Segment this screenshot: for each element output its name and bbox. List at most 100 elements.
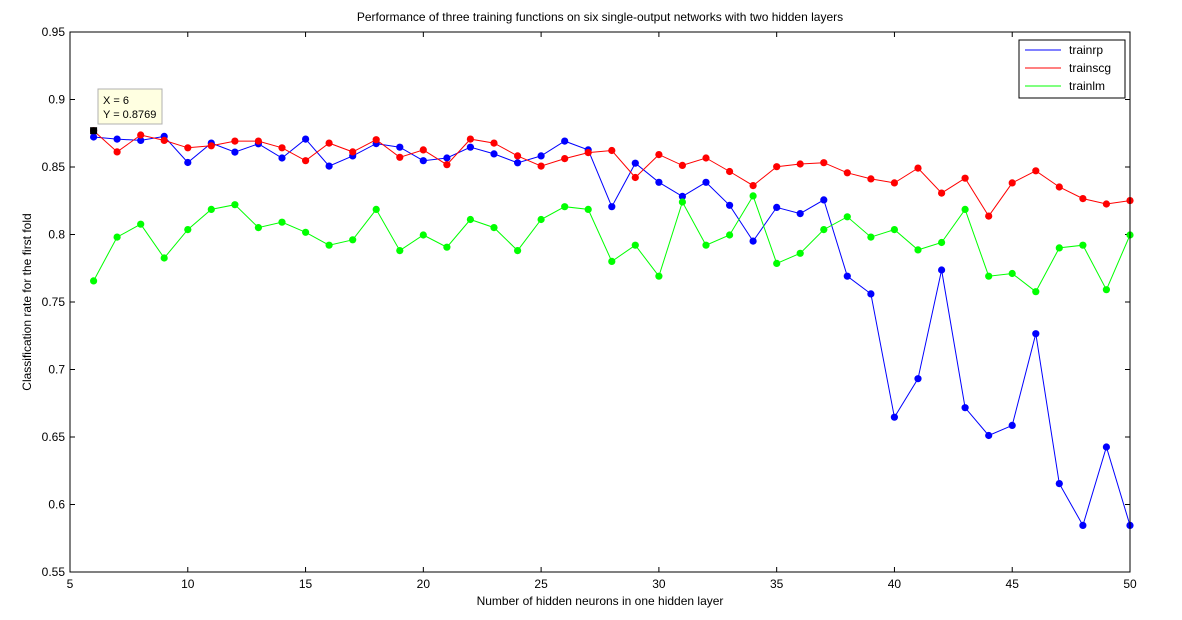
data-point-trainscg[interactable]: [1102, 200, 1110, 208]
data-point-trainlm[interactable]: [1032, 288, 1040, 296]
data-point-trainrp[interactable]: [726, 201, 734, 209]
data-point-trainlm[interactable]: [184, 226, 192, 234]
data-point-trainlm[interactable]: [254, 224, 262, 232]
data-point-trainscg[interactable]: [561, 155, 569, 163]
data-point-trainrp[interactable]: [419, 157, 427, 165]
data-point-trainscg[interactable]: [1008, 179, 1016, 187]
data-point-trainrp[interactable]: [231, 148, 239, 156]
data-point-trainscg[interactable]: [867, 175, 875, 183]
data-point-trainscg[interactable]: [372, 136, 380, 144]
data-point-trainrp[interactable]: [890, 413, 899, 421]
data-point-trainlm[interactable]: [419, 231, 427, 239]
data-point-trainscg[interactable]: [796, 160, 804, 168]
data-point-trainscg[interactable]: [466, 135, 474, 143]
data-point-trainscg[interactable]: [608, 146, 616, 155]
data-point-trainscg[interactable]: [961, 174, 969, 182]
data-point-trainscg[interactable]: [349, 148, 357, 156]
data-point-trainlm[interactable]: [231, 201, 239, 209]
data-point-trainlm[interactable]: [985, 272, 993, 280]
data-tip[interactable]: X = 6 Y = 0.8769: [90, 88, 163, 135]
data-point-trainlm[interactable]: [396, 247, 404, 255]
data-point-trainscg[interactable]: [773, 163, 781, 171]
data-point-trainscg[interactable]: [325, 139, 333, 147]
data-point-trainrp[interactable]: [961, 404, 969, 412]
data-point-trainrp[interactable]: [278, 154, 286, 162]
data-point-trainlm[interactable]: [914, 246, 922, 254]
data-point-trainscg[interactable]: [207, 142, 215, 150]
data-point-trainscg[interactable]: [278, 144, 286, 152]
data-point-trainrp[interactable]: [184, 158, 192, 167]
data-point-trainrp[interactable]: [938, 266, 946, 274]
data-point-trainrp[interactable]: [443, 154, 451, 162]
data-point-trainscg[interactable]: [678, 161, 687, 169]
data-point-trainscg[interactable]: [1032, 167, 1040, 175]
data-point-trainrp[interactable]: [1079, 521, 1087, 530]
data-point-trainscg[interactable]: [914, 164, 922, 172]
data-point-trainlm[interactable]: [820, 226, 828, 234]
data-point-trainlm[interactable]: [867, 233, 875, 241]
data-point-trainlm[interactable]: [890, 226, 899, 234]
data-point-trainlm[interactable]: [773, 259, 781, 267]
data-point-trainscg[interactable]: [490, 139, 498, 147]
data-point-trainrp[interactable]: [608, 203, 616, 211]
data-point-trainlm[interactable]: [678, 198, 687, 206]
data-point-trainrp[interactable]: [1032, 330, 1040, 338]
data-point-trainrp[interactable]: [137, 136, 145, 144]
data-point-trainlm[interactable]: [561, 203, 569, 211]
data-point-trainlm[interactable]: [631, 241, 639, 249]
data-point-trainrp[interactable]: [820, 196, 828, 204]
data-point-trainrp[interactable]: [843, 272, 851, 280]
data-point-trainrp[interactable]: [396, 143, 404, 151]
data-point-trainrp[interactable]: [1055, 480, 1063, 488]
data-point-trainrp[interactable]: [1102, 443, 1110, 451]
data-point-trainlm[interactable]: [608, 257, 616, 265]
data-point-trainrp[interactable]: [537, 152, 545, 160]
data-point-trainlm[interactable]: [160, 254, 168, 262]
data-point-trainlm[interactable]: [796, 249, 804, 257]
data-point-trainlm[interactable]: [490, 224, 498, 232]
data-point-trainrp[interactable]: [466, 143, 474, 151]
data-point-trainrp[interactable]: [302, 135, 310, 143]
data-point-trainscg[interactable]: [655, 151, 663, 159]
data-point-trainlm[interactable]: [466, 215, 474, 224]
data-point-trainrp[interactable]: [113, 135, 121, 143]
legend[interactable]: trainrp trainscg trainlm: [1018, 39, 1126, 99]
data-point-trainrp[interactable]: [631, 159, 639, 167]
data-point-trainscg[interactable]: [184, 144, 192, 152]
data-point-trainscg[interactable]: [749, 182, 757, 190]
data-point-trainscg[interactable]: [231, 137, 239, 145]
data-point-trainrp[interactable]: [561, 137, 569, 145]
data-point-trainlm[interactable]: [726, 231, 734, 239]
data-point-trainlm[interactable]: [325, 241, 333, 249]
data-point-trainscg[interactable]: [396, 153, 404, 161]
data-point-trainlm[interactable]: [349, 236, 357, 244]
data-point-trainlm[interactable]: [302, 228, 310, 236]
data-point-trainscg[interactable]: [938, 189, 946, 197]
data-point-trainscg[interactable]: [419, 146, 427, 154]
data-point-trainscg[interactable]: [890, 179, 899, 187]
data-point-trainrp[interactable]: [90, 133, 98, 141]
data-point-trainlm[interactable]: [843, 213, 851, 221]
data-point-trainlm[interactable]: [1079, 241, 1087, 249]
data-point-trainrp[interactable]: [655, 178, 663, 186]
data-point-trainrp[interactable]: [867, 290, 875, 298]
data-point-trainscg[interactable]: [843, 169, 851, 177]
data-point-trainlm[interactable]: [537, 215, 545, 224]
data-point-trainscg[interactable]: [1055, 183, 1063, 191]
data-tip-marker[interactable]: [90, 127, 98, 135]
data-point-trainlm[interactable]: [584, 205, 592, 213]
data-point-trainscg[interactable]: [113, 148, 121, 156]
data-point-trainscg[interactable]: [726, 167, 734, 176]
data-point-trainscg[interactable]: [537, 162, 545, 170]
data-point-trainscg[interactable]: [137, 131, 145, 139]
data-point-trainrp[interactable]: [702, 178, 710, 186]
data-point-trainlm[interactable]: [1008, 269, 1016, 278]
data-point-trainlm[interactable]: [702, 241, 710, 249]
data-point-trainscg[interactable]: [302, 157, 310, 165]
data-point-trainrp[interactable]: [796, 210, 804, 218]
data-point-trainscg[interactable]: [254, 137, 262, 145]
data-point-trainlm[interactable]: [113, 233, 121, 241]
data-point-trainscg[interactable]: [985, 212, 993, 220]
data-point-trainscg[interactable]: [631, 173, 639, 182]
data-point-trainscg[interactable]: [702, 154, 710, 162]
